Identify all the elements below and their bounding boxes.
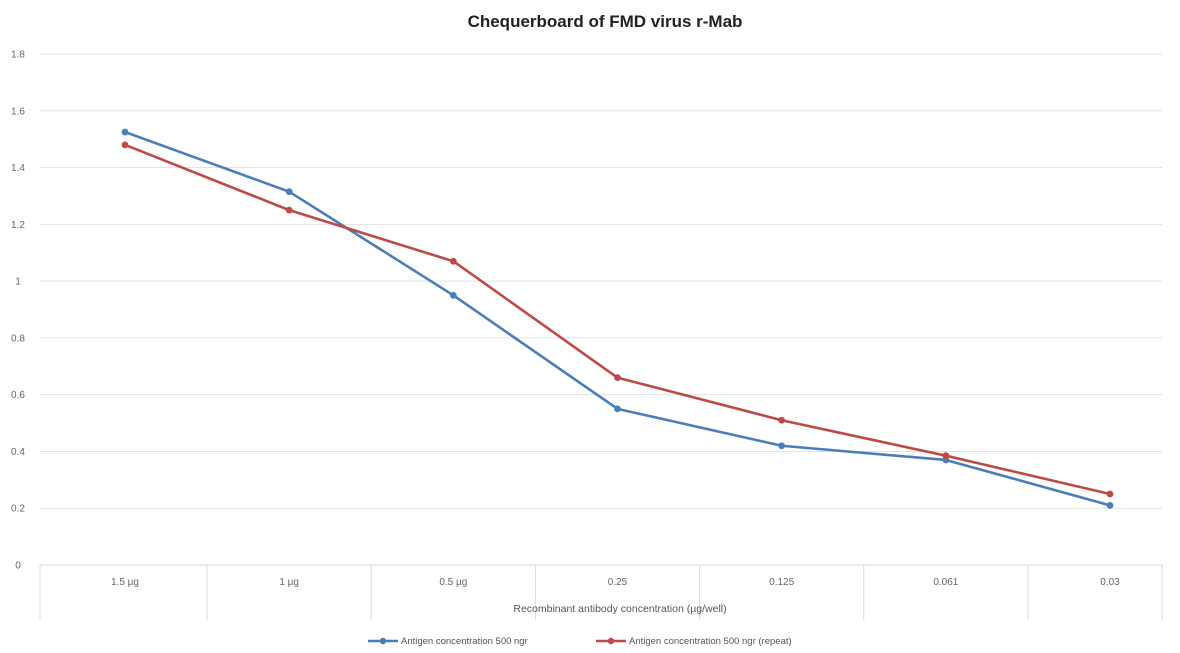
x-axis-label: Recombinant antibody concentration (µg/w…	[513, 603, 726, 615]
data-point	[1106, 501, 1114, 509]
legend-item: Antigen concentration 500 ngr (repeat)	[596, 636, 792, 647]
data-point	[614, 374, 621, 382]
y-tick-label: 1.2	[11, 220, 25, 231]
legend-swatch-marker	[607, 637, 615, 645]
y-tick-label: 1.6	[11, 106, 25, 117]
data-point	[449, 291, 457, 299]
data-point	[778, 416, 786, 424]
y-axis-ticks: 0 0.2 0.4 0.6 0.8 1 1.2 1.4 1.6 1.8	[11, 50, 25, 572]
gridlines	[39, 53, 1163, 620]
legend-label: Antigen concentration 500 ngr	[401, 636, 528, 647]
x-tick-label: 1.5 µg	[111, 577, 139, 588]
series-line	[123, 143, 1112, 496]
x-tick-label: 0.061	[933, 577, 958, 588]
data-point	[778, 442, 786, 450]
data-point	[285, 188, 293, 196]
series-2	[121, 141, 1114, 498]
data-point	[1106, 490, 1114, 498]
y-tick-label: 1	[15, 277, 21, 288]
y-tick-label: 0.8	[11, 333, 25, 344]
data-point	[942, 452, 950, 460]
chart-title: Chequerboard of FMD virus r-Mab	[468, 12, 743, 31]
y-tick-label: 0	[15, 561, 21, 572]
y-tick-label: 0.4	[11, 447, 25, 458]
x-tick-label: 0.25	[608, 577, 628, 588]
y-tick-label: 1.4	[11, 163, 25, 174]
series-1	[121, 128, 1114, 509]
data-point	[614, 405, 621, 413]
y-tick-label: 0.2	[11, 504, 25, 515]
x-tick-label: 0.03	[1100, 577, 1120, 588]
legend: Antigen concentration 500 ngr Antigen con…	[368, 636, 792, 647]
series-lines	[121, 128, 1114, 509]
data-point	[121, 141, 129, 149]
legend-swatch-marker	[379, 637, 387, 645]
x-tick-label: 0.5 µg	[439, 577, 467, 588]
y-tick-label: 1.8	[11, 50, 25, 61]
data-point	[449, 257, 457, 265]
legend-label: Antigen concentration 500 ngr (repeat)	[629, 636, 792, 647]
x-tick-label: 0.125	[769, 577, 794, 588]
legend-item: Antigen concentration 500 ngr	[368, 636, 528, 647]
series-line	[123, 130, 1112, 507]
data-point	[121, 128, 129, 136]
y-tick-label: 0.6	[11, 390, 25, 401]
x-tick-label: 1 µg	[279, 577, 299, 588]
data-point	[285, 206, 293, 214]
x-axis-ticks: 1.5 µg 1 µg 0.5 µg 0.25 0.125 0.061 0.03	[111, 577, 1120, 588]
